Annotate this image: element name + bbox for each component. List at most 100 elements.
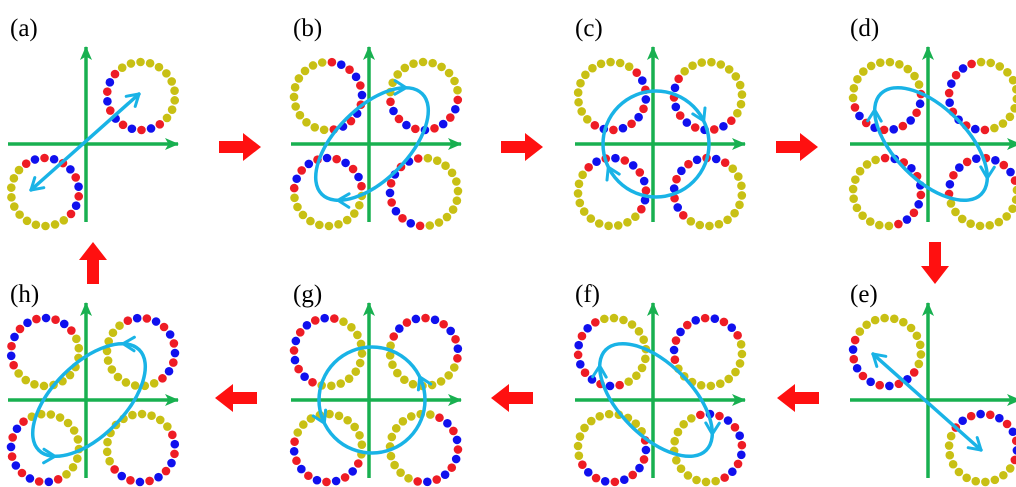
ring-dot <box>637 363 647 373</box>
ring-dot <box>849 354 859 364</box>
ring-dot <box>402 120 411 130</box>
ring-dot <box>1012 446 1016 455</box>
atom-ring <box>289 153 367 231</box>
ring-dot <box>670 355 680 364</box>
ring-dot <box>966 411 976 421</box>
ring-dot <box>356 81 365 90</box>
ring-dot <box>355 430 364 440</box>
ring-dot <box>127 124 137 134</box>
ring-dot <box>8 433 17 442</box>
polarization-line <box>29 92 141 192</box>
ring-dot <box>355 200 364 210</box>
ring-dot <box>966 219 975 228</box>
ring-dot <box>731 367 740 377</box>
ring-dot <box>347 323 356 332</box>
arrowhead-icon <box>979 165 996 180</box>
ring-dot <box>909 368 919 377</box>
panel-d: (d) <box>848 15 1016 231</box>
ring-dot <box>675 111 685 120</box>
atom-ring <box>573 153 651 231</box>
ring-dot <box>295 328 305 337</box>
ring-dot <box>885 57 895 67</box>
ring-dot <box>1008 204 1016 214</box>
atom-ring <box>848 313 926 391</box>
atom-ring <box>669 153 747 231</box>
ring-dot <box>865 217 875 226</box>
ring-dot <box>452 435 462 445</box>
ring-dot <box>34 477 44 486</box>
ring-dot <box>735 359 745 368</box>
ring-dot <box>858 211 867 220</box>
ring-dot <box>115 321 124 330</box>
ring-dot <box>53 475 63 484</box>
ring-dot <box>880 313 889 323</box>
ring-dot <box>894 379 904 389</box>
transition-arrow-d-e <box>921 242 949 284</box>
ring-dot <box>719 122 728 131</box>
ring-dot <box>578 170 587 180</box>
ring-dot <box>315 220 324 230</box>
atom-ring <box>573 409 651 487</box>
ring-dot <box>149 379 159 388</box>
ring-dot <box>325 409 334 419</box>
atom-ring <box>848 153 926 231</box>
ring-dot <box>915 340 925 350</box>
ring-dot <box>336 60 346 69</box>
transition-arrow-a-b <box>219 133 261 161</box>
ring-dot <box>623 218 632 227</box>
ring-dot <box>958 416 967 426</box>
ring-dot <box>945 98 954 108</box>
ring-dot <box>170 439 180 449</box>
arrowhead-icon <box>121 335 136 353</box>
ring-dot <box>161 466 171 476</box>
ring-dot <box>444 68 454 78</box>
ring-dot <box>290 83 300 92</box>
panel-h: (h) <box>6 281 180 487</box>
ring-dot <box>951 207 960 217</box>
ring-dot <box>716 60 726 69</box>
panel-a: (a) <box>6 15 180 231</box>
ring-dot <box>453 95 463 105</box>
ring-dot <box>916 350 926 359</box>
ring-dot <box>49 154 59 164</box>
ring-dot <box>1010 104 1016 113</box>
ring-dot <box>711 476 720 486</box>
polarization-line <box>871 352 983 452</box>
ring-dot <box>631 419 641 428</box>
ring-dot <box>728 164 738 173</box>
ring-dot <box>580 423 589 433</box>
ring-dot <box>444 371 453 380</box>
ring-dot <box>421 313 430 323</box>
ring-dot <box>340 473 350 482</box>
ring-dot <box>439 319 448 329</box>
ring-dot <box>971 154 981 163</box>
ring-dot <box>705 221 714 231</box>
ring-dot <box>436 377 446 386</box>
ring-dot <box>68 462 78 472</box>
ring-dot <box>389 332 399 341</box>
ring-dot <box>6 351 16 361</box>
ring-dot <box>912 331 922 341</box>
ring-dot <box>339 317 348 327</box>
ring-dot <box>1011 195 1016 205</box>
ring-dot <box>971 476 981 486</box>
panel-f: (f) <box>573 281 747 487</box>
ring-dot <box>676 464 686 474</box>
ring-dot <box>295 110 305 120</box>
ring-dot <box>719 317 729 327</box>
ring-dot <box>991 156 1000 165</box>
ring-dot <box>430 315 440 325</box>
ring-dot <box>298 210 308 220</box>
ring-dot <box>627 320 637 329</box>
ring-dot <box>170 449 179 459</box>
ring-dot <box>21 159 31 168</box>
ring-dot <box>327 381 336 391</box>
ring-dot <box>946 431 956 441</box>
ring-dot <box>679 419 688 429</box>
ring-dot <box>586 214 596 223</box>
ring-dot <box>117 471 127 481</box>
ring-dot <box>353 459 363 468</box>
ring-dot <box>292 174 301 184</box>
ring-dot <box>944 441 954 450</box>
panel-e: (e) <box>848 281 1016 487</box>
